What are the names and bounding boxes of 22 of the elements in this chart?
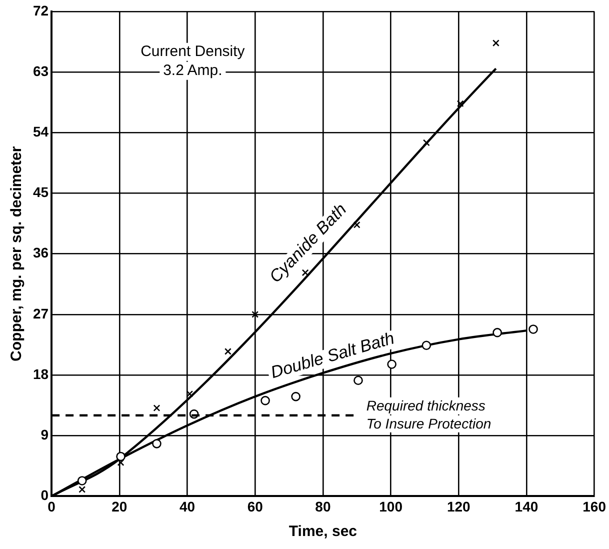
x-tick-label: 80	[315, 498, 331, 514]
y-tick-label: 0	[40, 487, 49, 504]
y-tick-label: 72	[32, 2, 49, 18]
x-tick-label: 20	[112, 498, 128, 514]
x-tick-label: 120	[446, 498, 471, 514]
y-tick-label: 18	[32, 366, 49, 382]
annotation: Current Density 3.2 Amp.	[140, 43, 246, 80]
y-tick-label: 63	[32, 62, 49, 79]
x-tick-label: 100	[379, 498, 403, 514]
y-tick-label: 9	[40, 426, 49, 442]
x-tick-label: 60	[247, 498, 264, 514]
y-axis-title: Copper, mg. per sq. decimeter	[8, 146, 26, 362]
x-tick-label: 40	[179, 498, 196, 514]
y-tick-label: 27	[32, 305, 49, 322]
y-tick-label: 54	[32, 123, 49, 140]
x-tick-label: 160	[582, 498, 606, 514]
ref-line-label: Required thickness To Insure Protection	[366, 397, 492, 432]
x-tick-label: 140	[514, 498, 538, 514]
x-axis-title: Time, sec	[288, 523, 357, 540]
y-tick-label: 36	[32, 244, 49, 261]
text: Double Salt Bath	[268, 328, 397, 382]
y-tick-label: 45	[32, 184, 49, 200]
